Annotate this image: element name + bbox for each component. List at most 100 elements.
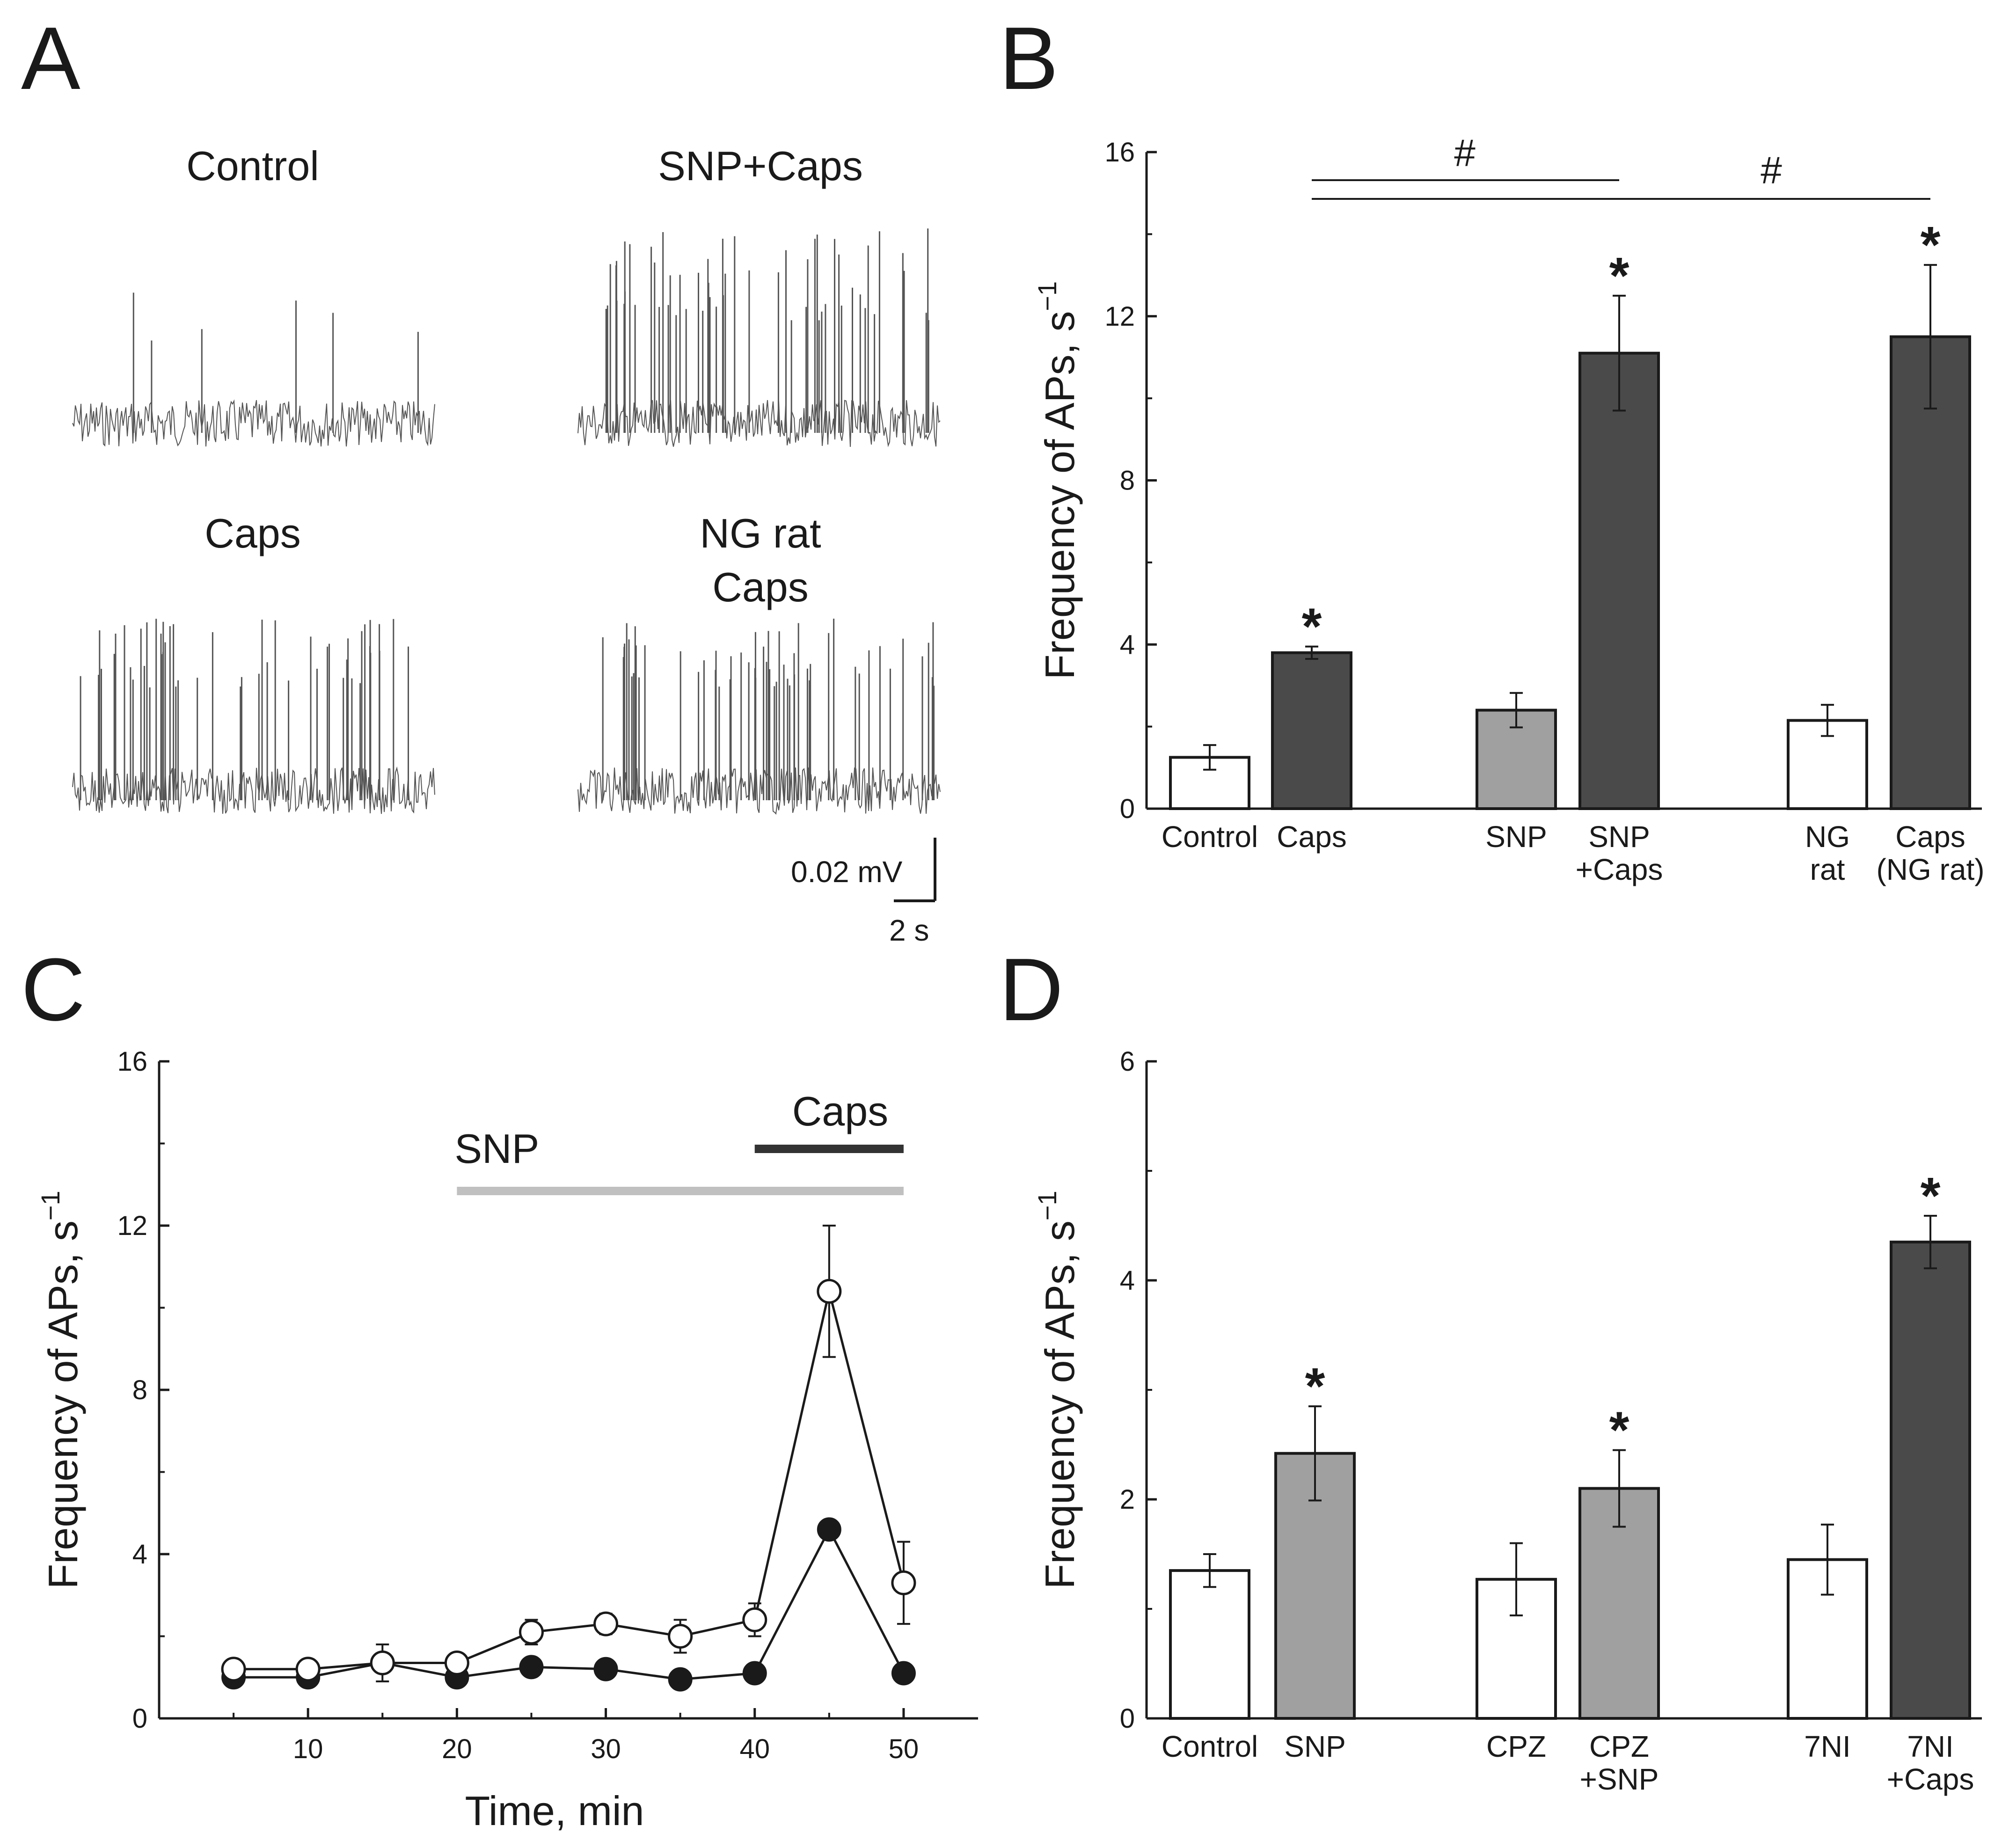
x-tick-label: 30	[591, 1734, 621, 1764]
y-tick-label: 0	[1120, 1703, 1135, 1734]
y-tick-label: 0	[1120, 794, 1135, 824]
panel-a: A Control SNP+Caps Caps NG rat Caps 0.02…	[21, 9, 941, 947]
scale-bar: 0.02 mV 2 s	[791, 838, 936, 947]
significance-hash: #	[1454, 132, 1476, 175]
category-label: SNP	[1284, 1730, 1346, 1763]
category-label-line2: rat	[1810, 853, 1845, 886]
x-tick-label: 20	[442, 1734, 472, 1764]
y-axis-title: Frequency of APs, s−1	[36, 1191, 86, 1589]
data-point-open	[742, 1607, 767, 1632]
x-tick-label: 40	[739, 1734, 770, 1764]
trace-noise	[72, 399, 435, 447]
y-tick-label: 16	[1104, 137, 1135, 168]
category-label-line2: +Caps	[1576, 853, 1663, 886]
panel-c-letter: C	[21, 940, 85, 1039]
y-tick-label: 16	[117, 1046, 147, 1077]
category-label: SNP	[1588, 820, 1650, 854]
trace-label-control: Control	[186, 143, 319, 189]
category-label: Caps	[1895, 820, 1965, 854]
trace-label-caps: Caps	[205, 510, 300, 556]
data-point-open	[221, 1657, 246, 1682]
trace-spikes	[605, 228, 929, 433]
bar	[1890, 1241, 1971, 1720]
category-label: CPZ	[1486, 1730, 1546, 1763]
chart-c: 0 4 8 12 16 10 20 30 40 50 SNP Caps Time, min Frequen…	[36, 1046, 978, 1834]
category-label: NG	[1805, 820, 1850, 854]
data-point-filled	[519, 1655, 544, 1680]
x-tick-label: 10	[293, 1734, 323, 1764]
data-point-open	[295, 1657, 321, 1682]
data-point-filled	[742, 1661, 767, 1686]
series-filled-line	[234, 1527, 905, 1681]
panel-c: C 0 4 8 12 16 10 20 30 40 50 SNP Caps Time, min Frequ…	[21, 940, 978, 1834]
significance-star: *	[1921, 216, 1941, 274]
trace-spikes	[80, 619, 409, 800]
scale-bar-time: 2 s	[889, 913, 929, 947]
scale-bar-voltage: 0.02 mV	[791, 855, 903, 889]
category-label: 7NI	[1907, 1730, 1954, 1763]
y-axis-title: Frequency of APs, s−1	[1032, 281, 1083, 679]
category-label: SNP	[1485, 820, 1547, 854]
significance-star: *	[1921, 1167, 1941, 1225]
trace-noise	[72, 766, 435, 814]
panel-b-letter: B	[999, 9, 1059, 108]
trace-label-snp-caps: SNP+Caps	[658, 143, 863, 189]
data-point-filled	[668, 1667, 693, 1692]
significance-star: *	[1302, 598, 1322, 656]
category-label-line2: (NG rat)	[1876, 853, 1984, 886]
trace-control	[72, 292, 435, 447]
y-tick-label: 6	[1120, 1046, 1135, 1077]
data-point-open	[519, 1620, 544, 1645]
trace-ng-caps	[577, 619, 941, 815]
category-label: 7NI	[1804, 1730, 1851, 1763]
trace-snp-caps	[577, 228, 941, 447]
bar	[1890, 335, 1971, 810]
trace-noise	[577, 767, 941, 815]
data-point-open	[370, 1651, 395, 1676]
data-point-filled	[817, 1517, 841, 1542]
trace-label-ng-caps: Caps	[712, 564, 808, 610]
significance-star: *	[1305, 1358, 1325, 1415]
data-point-open	[891, 1570, 916, 1595]
y-axis-title-superscript: −1	[1032, 281, 1062, 311]
snp-label: SNP	[454, 1125, 539, 1172]
x-tick-label: 50	[889, 1734, 919, 1764]
bar	[1169, 1569, 1250, 1720]
significance-star: *	[1609, 1402, 1629, 1459]
category-label: Control	[1162, 1730, 1258, 1763]
data-point-open	[668, 1624, 693, 1649]
panel-d-letter: D	[999, 940, 1063, 1039]
panel-a-letter: A	[21, 9, 80, 108]
y-axis-title-superscript: −1	[1032, 1191, 1062, 1220]
y-tick-label: 12	[1104, 301, 1135, 332]
x-axis-title: Time, min	[465, 1788, 644, 1834]
y-tick-label: 12	[117, 1211, 147, 1241]
y-tick-label: 4	[1120, 629, 1135, 660]
y-axis-title: Frequency of APs, s−1	[1032, 1191, 1083, 1589]
data-point-open	[444, 1651, 469, 1676]
category-label: Caps	[1277, 820, 1346, 854]
y-axis-title-superscript: −1	[36, 1191, 65, 1220]
y-tick-label: 0	[132, 1703, 147, 1734]
data-point-filled	[891, 1661, 916, 1686]
category-label-line2: +SNP	[1580, 1762, 1659, 1796]
y-tick-label: 4	[132, 1539, 147, 1570]
y-tick-label: 8	[132, 1375, 147, 1405]
significance-star: *	[1609, 247, 1629, 305]
data-point-filled	[593, 1657, 618, 1681]
y-tick-label: 4	[1120, 1265, 1135, 1296]
category-label: CPZ	[1589, 1730, 1649, 1763]
category-label: Control	[1162, 820, 1258, 854]
bar	[1271, 651, 1352, 810]
series-open-line	[234, 1291, 905, 1671]
caps-label: Caps	[792, 1088, 888, 1134]
data-point-open	[817, 1278, 842, 1304]
trace-label-ng-rat: NG rat	[700, 510, 821, 556]
significance-hash: #	[1761, 149, 1782, 192]
y-tick-label: 8	[1120, 466, 1135, 496]
